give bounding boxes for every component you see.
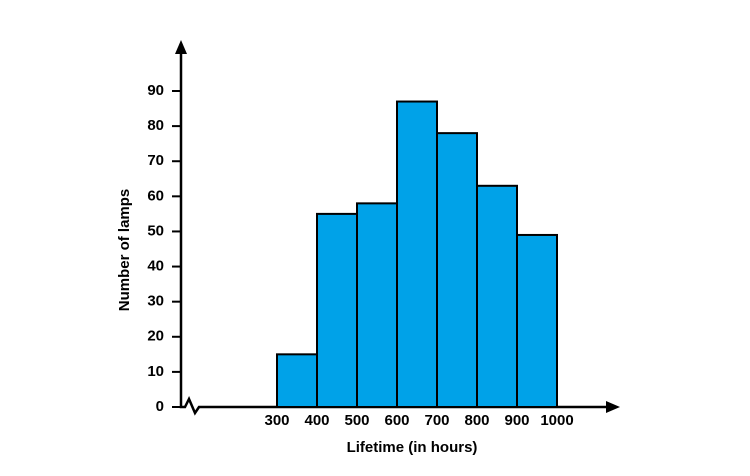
bar xyxy=(356,202,398,408)
y-tick-label: 90 xyxy=(147,82,164,99)
y-tick-label: 80 xyxy=(147,117,164,134)
bar xyxy=(436,132,478,408)
x-axis-label: Lifetime (in hours) xyxy=(347,439,478,456)
y-tick-label: 0 xyxy=(156,398,164,415)
y-tick-label: 50 xyxy=(147,222,164,239)
bar xyxy=(516,233,558,408)
x-tick-label: 900 xyxy=(504,412,529,429)
x-tick-label: 800 xyxy=(464,412,489,429)
x-tick-label: 600 xyxy=(384,412,409,429)
y-tick-label: 30 xyxy=(147,293,164,310)
x-arrow xyxy=(606,401,620,413)
bar xyxy=(476,184,518,408)
y-tick-label: 20 xyxy=(147,328,164,345)
y-arrow xyxy=(175,40,187,54)
x-tick-label: 300 xyxy=(264,412,289,429)
y-tick-label: 10 xyxy=(147,363,164,380)
bar xyxy=(316,212,358,408)
y-tick-label: 40 xyxy=(147,258,164,275)
y-tick-label: 70 xyxy=(147,152,164,169)
bar xyxy=(396,100,438,409)
y-tick-label: 60 xyxy=(147,187,164,204)
x-tick-label: 500 xyxy=(344,412,369,429)
x-tick-label: 700 xyxy=(424,412,449,429)
y-axis-label: Number of lamps xyxy=(116,189,133,312)
x-tick-label: 1000 xyxy=(540,412,573,429)
bar xyxy=(276,353,318,409)
x-tick-label: 400 xyxy=(304,412,329,429)
